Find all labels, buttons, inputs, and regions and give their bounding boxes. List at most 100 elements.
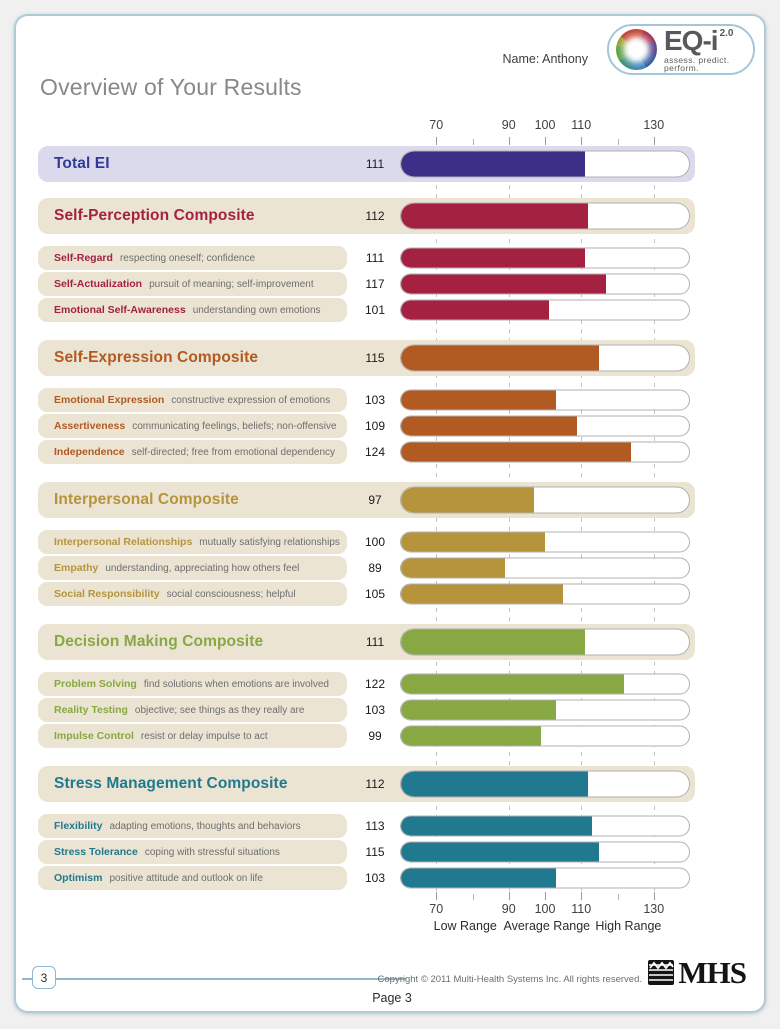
- row-band: Problem Solving find solutions when emoti…: [38, 672, 347, 696]
- axis-tick-label: 110: [571, 118, 592, 132]
- scale-description: find solutions when emotions are involve…: [143, 678, 329, 690]
- row-band: Independence self-directed; free from emo…: [38, 440, 347, 464]
- axis-tick-label: 110: [571, 902, 592, 916]
- score-bar-track: [400, 583, 690, 605]
- scale-label: Empathy: [54, 562, 99, 574]
- score-bar-track: [400, 699, 690, 721]
- score-bar-fill: [401, 674, 625, 694]
- scale-description: positive attitude and outlook on life: [109, 872, 263, 884]
- row-band: Optimism positive attitude and outlook on…: [38, 866, 347, 890]
- composite-row: Self-Perception Composite 112: [16, 198, 768, 234]
- score-bar-fill: [401, 532, 545, 552]
- scale-label: Stress Management Composite: [54, 775, 288, 792]
- scale-label: Reality Testing: [54, 704, 128, 716]
- footer-divider: [22, 978, 406, 980]
- score-bar-track: [400, 628, 690, 656]
- scale-label: Stress Tolerance: [54, 846, 138, 858]
- scale-description: self-directed; free from emotional depen…: [131, 446, 336, 458]
- report-page: Name: Anthony EQ-i 2.0 assess. predict. p…: [14, 14, 766, 1013]
- scale-description: coping with stressful situations: [144, 846, 280, 858]
- scale-label: Self-Actualization: [54, 278, 143, 290]
- scale-label: Total EI: [54, 155, 110, 172]
- row-band: Flexibility adapting emotions, thoughts a…: [38, 814, 347, 838]
- score-bar-track: [400, 150, 690, 178]
- top-axis: 70 90 100 110 130: [16, 118, 768, 146]
- score-bar-track: [400, 815, 690, 837]
- subscale-row: Self-Actualization pursuit of meaning; se…: [16, 272, 768, 296]
- scale-label: Flexibility: [54, 820, 103, 832]
- axis-tick-label: 70: [429, 118, 444, 132]
- subscale-row: Optimism positive attitude and outlook on…: [16, 866, 768, 890]
- scale-description: communicating feelings, beliefs; non-off…: [132, 420, 337, 432]
- scale-value: 89: [368, 561, 382, 575]
- scale-label: Independence: [54, 446, 125, 458]
- mhs-logo: MHS: [648, 954, 747, 990]
- score-bar-track: [400, 389, 690, 411]
- axis-tick-mark: [653, 137, 655, 145]
- subscale-row: Independence self-directed; free from emo…: [16, 440, 768, 464]
- score-bar-track: [400, 202, 690, 230]
- total-row: Total EI 111: [16, 146, 768, 182]
- score-bar-fill: [401, 151, 585, 177]
- eqi-tagline: assess. predict. perform.: [664, 54, 730, 73]
- scale-description: social consciousness; helpful: [166, 588, 296, 600]
- score-bar-fill: [401, 274, 607, 294]
- range-label: High Range: [595, 919, 662, 933]
- score-bar-fill: [401, 629, 585, 655]
- score-bar-track: [400, 441, 690, 463]
- axis-tick-mark: [545, 892, 546, 900]
- score-bar-fill: [401, 842, 599, 862]
- axis-tick-mark: [508, 892, 510, 900]
- subscale-row: Emotional Self-Awareness understanding ow…: [16, 298, 768, 322]
- score-bar-track: [400, 770, 690, 798]
- score-bar-track: [400, 299, 690, 321]
- scale-label: Decision Making Composite: [54, 633, 264, 650]
- scale-label: Emotional Self-Awareness: [54, 304, 186, 316]
- axis-tick-label: 130: [643, 902, 665, 916]
- score-bar-track: [400, 841, 690, 863]
- score-bar-track: [400, 557, 690, 579]
- row-band: Interpersonal Relationships mutually sati…: [38, 530, 347, 554]
- scale-value: 100: [364, 535, 386, 549]
- eqi-logo-text: EQ-i 2.0 assess. predict. perform.: [664, 26, 753, 73]
- score-bar-track: [400, 867, 690, 889]
- subscale-row: Reality Testing objective; see things as …: [16, 698, 768, 722]
- score-bar-fill: [401, 390, 556, 410]
- scale-description: resist or delay impulse to act: [140, 730, 268, 742]
- score-bar-fill: [401, 726, 542, 746]
- scale-value: 103: [364, 393, 386, 407]
- scale-value: 112: [365, 777, 385, 791]
- score-bar-track: [400, 673, 690, 695]
- scale-description: objective; see things as they really are: [134, 704, 305, 716]
- mhs-wordmark: MHS: [678, 954, 747, 990]
- scale-value: 124: [364, 445, 386, 459]
- axis-tick-mark: [436, 892, 438, 900]
- eqi-logo: EQ-i 2.0 assess. predict. perform.: [607, 24, 755, 75]
- axis-tick-label: 70: [429, 902, 444, 916]
- score-bar-fill: [401, 771, 589, 797]
- range-label: Average Range: [503, 919, 591, 933]
- score-bar-fill: [401, 345, 599, 371]
- chart-rows: Total EI 111 Self-Perception Composite 112 S…: [16, 146, 768, 890]
- page-number-badge: 3: [32, 966, 56, 989]
- score-bar-track: [400, 247, 690, 269]
- scale-value: 99: [368, 729, 382, 743]
- scale-description: constructive expression of emotions: [171, 394, 331, 406]
- scale-description: respecting oneself; confidence: [119, 252, 256, 264]
- score-bar-fill: [401, 203, 589, 229]
- axis-tick-label: 100: [534, 118, 556, 132]
- axis-tick-mark: [653, 892, 655, 900]
- row-band: Self-Actualization pursuit of meaning; se…: [38, 272, 347, 296]
- axis-minor-tick-mark: [472, 894, 474, 900]
- scale-description: pursuit of meaning; self-improvement: [149, 278, 314, 290]
- scale-value: 97: [368, 493, 382, 507]
- page-footer-label: Page 3: [372, 991, 412, 1005]
- row-band: Impulse Control resist or delay impulse t…: [38, 724, 347, 748]
- scale-value: 112: [365, 209, 385, 223]
- score-bar-track: [400, 725, 690, 747]
- axis-tick-mark: [581, 137, 583, 145]
- axis-tick-mark: [436, 137, 438, 145]
- score-bar-fill: [401, 487, 535, 513]
- composite-row: Interpersonal Composite 97: [16, 482, 768, 518]
- scale-label: Self-Expression Composite: [54, 349, 259, 366]
